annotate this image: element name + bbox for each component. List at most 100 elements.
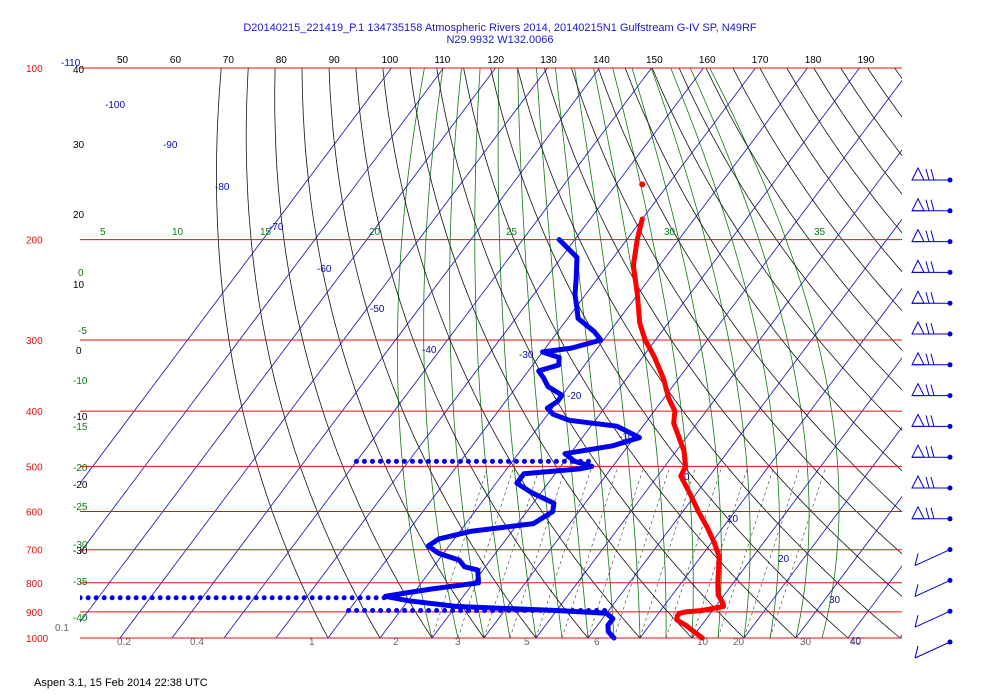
dry-adiabat-label: 30 (73, 140, 85, 151)
dewpoint-point (370, 608, 376, 614)
dry-adiabat-line (571, 68, 902, 555)
top-scale-label: 110 (434, 55, 450, 66)
dewpoint-point (514, 608, 520, 614)
isotherm-line (639, 288, 902, 639)
wind-barb (911, 413, 953, 429)
wind-barb-pennant (911, 197, 925, 212)
top-scale-label: 80 (276, 55, 288, 66)
isotherm-label: 0 (684, 472, 690, 483)
dewpoint-point (381, 595, 387, 601)
isotherm-line (431, 68, 860, 639)
isotherm-line (171, 68, 600, 639)
isotherm-label: -20 (567, 391, 582, 402)
dewpoint-point (449, 458, 455, 464)
top-scale-label: 130 (540, 55, 557, 66)
wind-barb-flag (930, 168, 935, 181)
moist-adiabat-line (555, 68, 615, 639)
mixing-ratio-label: 0.1 (55, 623, 69, 634)
dry-adiabat-line (975, 68, 1000, 638)
dewpoint-point (481, 458, 487, 464)
dry-adiabat-line (245, 68, 381, 639)
dewpoint-point (442, 608, 448, 614)
dry-adiabats (216, 68, 1000, 639)
dewpoint-point (277, 595, 283, 601)
wind-barb-flag (925, 507, 930, 519)
dry-adiabat-line (355, 68, 589, 639)
dewpoint-point (474, 608, 480, 614)
dewpoint-point (117, 595, 123, 601)
dewpoint-point (466, 608, 472, 614)
isotherm-label: 10 (727, 514, 739, 525)
isobar-label: 500 (26, 462, 43, 473)
top-scale-label: 180 (805, 55, 822, 66)
wind-barb-flag (914, 553, 919, 566)
wind-barb-pennant (911, 505, 925, 520)
moist-adiabat-line (670, 68, 780, 639)
wind-barb-flag (930, 384, 935, 396)
dry-adiabat-line (786, 68, 902, 234)
dewpoint-point (237, 595, 243, 601)
moist-adiabats (397, 68, 840, 639)
moist-adiabat-label: 35 (814, 227, 826, 238)
dewpoint-point (554, 608, 560, 614)
dewpoint-point (349, 595, 355, 601)
dewpoint-point (521, 458, 527, 464)
dewpoint-point (285, 595, 291, 601)
dewpoint-point (546, 608, 552, 614)
isotherm-line (795, 495, 902, 639)
dewpoint-point (450, 608, 456, 614)
dewpoint-point (426, 608, 432, 614)
wind-barb-flag (930, 476, 935, 489)
wind-barb (911, 290, 953, 306)
wind-barb-flag (925, 384, 930, 396)
isotherm-line (379, 68, 808, 639)
dewpoint-point (205, 595, 211, 601)
mixing-ratio-label: 0.4 (190, 637, 204, 648)
dewpoint-point (373, 595, 379, 601)
moist-adiabat-label: 0 (78, 268, 84, 279)
moist-adiabat-label: -20 (73, 463, 88, 474)
isotherm-label: -70 (269, 222, 284, 233)
dewpoint-point (377, 458, 383, 464)
dewpoint-point (433, 458, 439, 464)
title-line-1: D20140215_221419_P.1 134735158 Atmospher… (243, 22, 757, 34)
isotherm-label: -100 (105, 100, 125, 111)
dry-adiabat-line (867, 68, 902, 118)
moist-adiabat-label: 10 (172, 227, 184, 238)
dewpoint-point (181, 595, 187, 601)
dry-adiabat-label: -20 (73, 480, 88, 491)
dry-adiabat-line (274, 68, 433, 639)
top-scale-label: 90 (329, 55, 341, 66)
dry-adiabat-line (216, 68, 329, 639)
footer-version: Aspen 3.1, 15 Feb 2014 22:38 UTC (34, 677, 208, 689)
wind-barb-flag (930, 415, 935, 427)
dewpoint-point (513, 458, 519, 464)
dewpoint-point (333, 595, 339, 601)
moist-adiabat-label: 25 (506, 227, 518, 238)
wind-barb (914, 577, 953, 597)
title-line-2: N29.9932 W132.0066 (446, 34, 554, 46)
dewpoint-point (362, 608, 368, 614)
mixing-ratio-line (431, 466, 489, 639)
dewpoint-point (562, 608, 568, 614)
dewpoint-point (385, 458, 391, 464)
dewpoint-point (394, 608, 400, 614)
wind-barb-flag (930, 199, 935, 211)
dewpoint-point (378, 608, 384, 614)
wind-barb (911, 228, 953, 245)
mixing-ratio-label: 40 (850, 637, 862, 648)
dewpoint-point (602, 608, 608, 614)
wind-barb (914, 547, 953, 567)
isotherm-line (80, 68, 444, 554)
dry-adiabat-line (732, 68, 902, 312)
wind-barb-flag (930, 230, 935, 242)
top-scale-label: 170 (752, 55, 769, 66)
wind-barb-flag (925, 168, 930, 181)
dewpoint-point (361, 458, 367, 464)
wind-barb-flag (914, 615, 919, 628)
isotherm-line (275, 68, 704, 639)
top-scale-label: 50 (117, 55, 129, 66)
isotherm-label: -10 (619, 432, 634, 443)
dewpoint-point (425, 458, 431, 464)
